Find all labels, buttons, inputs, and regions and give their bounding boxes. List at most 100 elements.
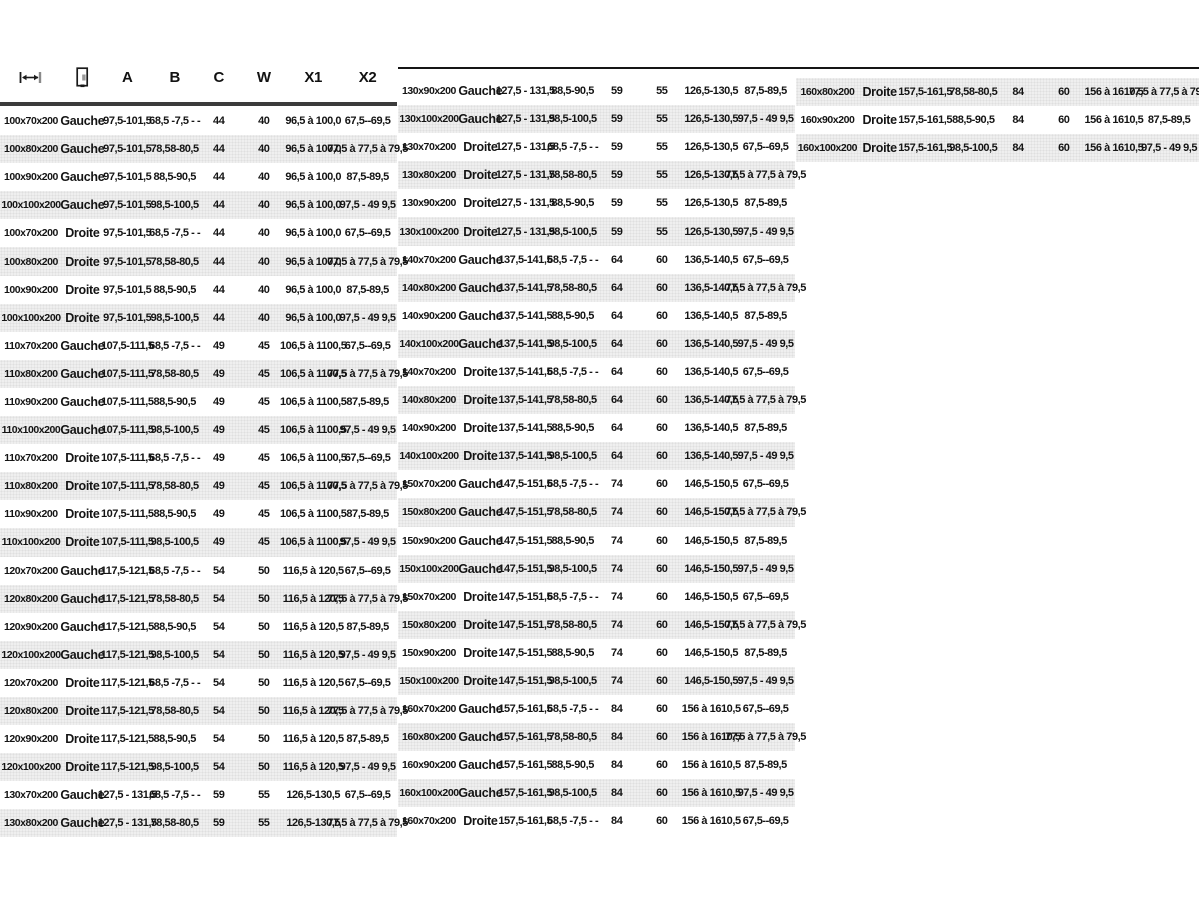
cell-X1: 156 à 1610,5 xyxy=(681,787,741,800)
cell-C: 64 xyxy=(611,450,623,463)
cell-side: Droite xyxy=(65,310,100,325)
table-row: 120x80x200 Droite 117,5-121,5 78,58-80,5 54 5… xyxy=(0,696,408,726)
cell-A: 117,5-121,5 xyxy=(100,620,155,633)
cell-side: Droite xyxy=(862,85,897,100)
table-header: A B C W X1 X2 xyxy=(0,53,397,101)
cell-C: 64 xyxy=(611,281,623,294)
cell-W: 60 xyxy=(656,534,668,547)
cell-B: 88,5-90,5 xyxy=(551,197,594,210)
cell-X1: 116,5 à 120,5 xyxy=(282,620,344,633)
cell-B: 98,5-100,5 xyxy=(548,337,598,350)
cell-X1: 146,5-150,5 xyxy=(684,618,739,631)
cell-side: Gauche xyxy=(60,563,105,578)
table-row: 140x100x200 Gauche 137,5-141,5 98,5-100,5 64… xyxy=(398,329,795,358)
table-row: 110x90x200 Gauche 107,5-111,5 88,5-90,5 49 45… xyxy=(0,388,397,416)
table-row: 110x100x200 Gauche 107,5-111,5 98,5-100,5 49… xyxy=(0,416,397,445)
cell-X1: 146,5-150,5 xyxy=(684,506,739,519)
cell-W: 55 xyxy=(656,197,668,210)
cell-A: 97,5-101,5 xyxy=(103,227,152,240)
cell-size: 120x100x200 xyxy=(1,761,61,774)
cell-C: 84 xyxy=(611,731,623,744)
table-row: 140x80x200 Gauche 137,5-141,5 78,58-80,5 64 6… xyxy=(398,273,806,302)
table-row: 100x80x200 Gauche 97,5-101,5 78,58-80,5 44 40… xyxy=(0,135,408,164)
cell-C: 74 xyxy=(611,675,623,688)
cell-X2: 97,5 - 49 9,5 xyxy=(339,761,396,774)
cell-W: 60 xyxy=(656,478,668,491)
cell-B: 98,5-100,5 xyxy=(548,562,598,575)
cell-size: 120x70x200 xyxy=(4,564,58,577)
cell-A: 147,5-151,5 xyxy=(498,646,553,659)
cell-size: 140x80x200 xyxy=(402,394,456,407)
table-row: 120x100x200 Gauche 117,5-121,5 98,5-100,5 54… xyxy=(0,640,397,669)
cell-B: 68,5 -7,5 - - xyxy=(149,227,201,240)
cell-C: 64 xyxy=(611,365,623,378)
cell-W: 55 xyxy=(656,141,668,154)
cell-side: Gauche xyxy=(458,758,503,773)
cell-X2: 87,5-89,5 xyxy=(346,733,389,746)
table-row: 130x100x200 Droite 127,5 - 131,5 98,5-100,5… xyxy=(398,217,795,246)
cell-size: 150x100x200 xyxy=(399,675,459,688)
cell-size: 140x70x200 xyxy=(402,365,456,378)
cell-size: 110x70x200 xyxy=(4,339,58,352)
cell-W: 40 xyxy=(258,143,270,156)
cell-X2: 97,5 - 49 9,5 xyxy=(737,337,794,350)
cell-side: Droite xyxy=(463,421,498,436)
cell-B: 78,58-80,5 xyxy=(150,255,200,268)
table-row: 100x100x200 Droite 97,5-101,5 98,5-100,5 44 4… xyxy=(0,303,397,332)
cell-side: Droite xyxy=(463,617,498,632)
cell-A: 97,5-101,5 xyxy=(103,283,152,296)
cell-side: Droite xyxy=(65,704,100,719)
cell-B: 78,58-80,5 xyxy=(548,169,598,182)
cell-W: 45 xyxy=(258,367,270,380)
cell-C: 54 xyxy=(213,564,225,577)
cell-X1: 136,5-140,5 xyxy=(684,422,739,435)
table-row: 140x90x200 Gauche 137,5-141,5 88,5-90,5 64 60… xyxy=(398,302,795,330)
cell-C: 44 xyxy=(213,255,225,268)
cell-A: 97,5-101,5 xyxy=(103,171,152,184)
cell-side: Droite xyxy=(463,674,498,689)
cell-C: 59 xyxy=(611,169,623,182)
table-row: 100x90x200 Gauche 97,5-101,5 88,5-90,5 44 40 9… xyxy=(0,163,397,191)
cell-C: 64 xyxy=(611,337,623,350)
cell-side: Gauche xyxy=(458,730,503,745)
cell-X2: 77,5 à 77,5 à 79,5 xyxy=(327,255,408,268)
cell-size: 130x70x200 xyxy=(4,789,58,802)
cell-X1: 146,5-150,5 xyxy=(684,590,739,603)
cell-A: 117,5-121,5 xyxy=(100,676,155,689)
cell-A: 107,5-111,5 xyxy=(100,367,154,380)
cell-B: 88,5-90,5 xyxy=(153,733,196,746)
column-header-x1: X1 xyxy=(304,68,322,86)
cell-B: 78,58-80,5 xyxy=(150,480,200,493)
cell-X2: 67,5--69,5 xyxy=(742,141,789,154)
cell-X2: 67,5--69,5 xyxy=(742,365,789,378)
table-row: 100x80x200 Droite 97,5-101,5 78,58-80,5 44 40… xyxy=(0,247,408,276)
table-row: 100x70x200 Droite 97,5-101,5 68,5 -7,5 - - 4… xyxy=(0,219,397,247)
cell-side: Gauche xyxy=(458,505,503,520)
cell-side: Droite xyxy=(463,364,498,379)
cell-X1: 96,5 à 100,0 xyxy=(285,311,342,324)
cell-C: 49 xyxy=(213,452,225,465)
cell-X1: 116,5 à 120,5 xyxy=(282,733,344,746)
table-row: 130x70x200 Droite 127,5 - 131,5 68,5 -7,5 -… xyxy=(398,133,795,161)
cell-B: 88,5-90,5 xyxy=(551,422,594,435)
cell-X1: 136,5-140,5 xyxy=(684,394,739,407)
cell-B: 68,5 -7,5 - - xyxy=(149,115,201,128)
cell-A: 147,5-151,5 xyxy=(498,675,553,688)
cell-W: 60 xyxy=(656,394,668,407)
cell-A: 157,5-161,5 xyxy=(898,114,953,127)
cell-B: 68,5 -7,5 - - xyxy=(149,452,201,465)
cell-C: 44 xyxy=(213,143,225,156)
cell-C: 74 xyxy=(611,646,623,659)
cell-W: 45 xyxy=(258,508,270,521)
cell-C: 49 xyxy=(213,480,225,493)
cell-side: Droite xyxy=(463,224,498,239)
table-row: 110x80x200 Droite 107,5-111,5 78,58-80,5 49 4… xyxy=(0,472,408,501)
cell-X2: 67,5--69,5 xyxy=(344,564,391,577)
cell-C: 49 xyxy=(213,395,225,408)
cell-X2: 67,5--69,5 xyxy=(344,452,391,465)
cell-A: 107,5-111,5 xyxy=(100,536,154,549)
cell-B: 88,5-90,5 xyxy=(551,759,594,772)
cell-X1: 146,5-150,5 xyxy=(684,646,739,659)
cell-W: 55 xyxy=(258,789,270,802)
cell-size: 110x80x200 xyxy=(4,480,58,493)
